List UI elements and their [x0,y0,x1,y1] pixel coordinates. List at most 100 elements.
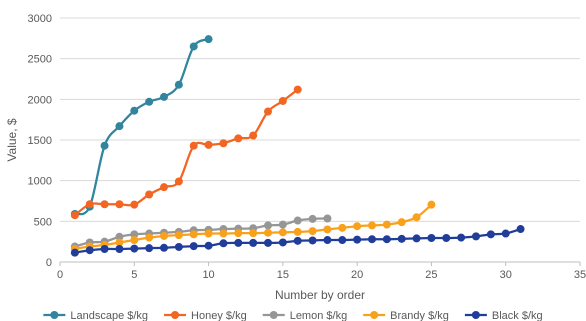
y-tick-label: 2500 [28,54,52,66]
data-point [323,236,332,245]
data-point [85,246,94,255]
data-point [472,232,480,241]
data-point [353,235,362,244]
data-point [486,230,495,239]
y-tick-label: 1000 [28,176,52,188]
legend-item-1: Honey $/kg [164,310,247,321]
data-point [100,141,109,150]
data-point [278,238,287,247]
legend-swatch-marker [471,311,480,319]
x-tick-label: 25 [425,269,437,281]
data-point [264,107,272,116]
legend-item-3: Brandy $/kg [363,310,449,321]
data-point [174,177,183,186]
data-point [293,216,302,225]
data-point [308,214,317,223]
data-point [100,244,109,253]
tick-labels: 0 500 1000 1500 2000 2500 3000 0 5 10 15 20 25 30 35 [28,13,586,281]
data-point [323,214,332,223]
series-4 [70,225,525,257]
data-point [115,232,124,241]
data-point [368,221,376,230]
data-point [234,229,243,238]
data-point [249,229,258,238]
data-point [368,235,376,244]
y-tick-label: 1500 [28,135,52,147]
data-point [234,238,243,247]
data-point [174,231,183,240]
data-point [516,225,525,234]
x-tick-label: 5 [131,269,137,281]
y-tick-label: 0 [46,257,52,269]
data-point [234,134,243,143]
data-point [264,221,272,230]
legend-label: Landscape $/kg [70,310,148,321]
data-point [278,220,287,229]
data-point [323,225,332,234]
x-tick-label: 30 [500,269,512,281]
data-point [397,218,406,227]
legend-label: Honey $/kg [191,310,247,321]
data-point [264,238,272,247]
y-tick-label: 2000 [28,94,52,106]
data-point [353,222,362,231]
data-point [115,122,124,131]
legend-label: Brandy $/kg [390,310,449,321]
y-tick-label: 500 [34,216,52,228]
y-tick-label: 3000 [28,13,52,25]
data-point [189,230,198,239]
data-point [412,234,421,243]
data-point [249,238,258,247]
legend-item-4: Black $/kg [464,310,543,321]
data-point [115,200,124,209]
legend-swatch-marker [370,311,379,319]
data-point [204,241,213,250]
data-point [249,131,258,140]
data-point [160,231,168,240]
data-point [412,213,421,222]
legend-swatch-marker [50,311,59,319]
series-1 [70,85,302,220]
data-point [293,227,302,236]
x-tick-label: 15 [277,269,289,281]
legend-item-2: Lemon $/kg [262,310,347,321]
data-point [145,97,154,106]
series-group [70,35,525,257]
data-point [189,242,198,251]
data-point [397,234,406,243]
data-point [145,190,154,199]
data-point [160,92,168,101]
data-point [130,200,139,209]
data-point [338,223,347,232]
data-point [100,200,109,209]
x-axis-title: Number by order [275,288,365,302]
data-point [70,211,79,220]
data-point [70,248,79,257]
data-point [427,234,436,243]
series-line [73,88,299,217]
x-tick-label: 35 [574,269,586,281]
axes [59,261,581,266]
legend-label: Lemon $/kg [290,310,347,321]
series-line [73,38,210,216]
data-point [189,42,198,51]
data-point [457,233,466,242]
data-point [278,228,287,237]
legend-item-0: Landscape $/kg [43,310,148,321]
data-point [145,233,154,242]
data-point [219,239,228,248]
data-point [278,96,287,105]
data-point [382,235,391,244]
x-tick-label: 10 [202,269,214,281]
data-point [130,230,139,239]
data-point [174,80,183,89]
data-point [501,229,510,238]
data-point [219,139,228,148]
data-point [174,242,183,251]
data-point [115,238,124,247]
gridlines [60,17,580,222]
data-point [308,236,317,245]
data-point [204,140,213,149]
data-point [145,244,154,253]
